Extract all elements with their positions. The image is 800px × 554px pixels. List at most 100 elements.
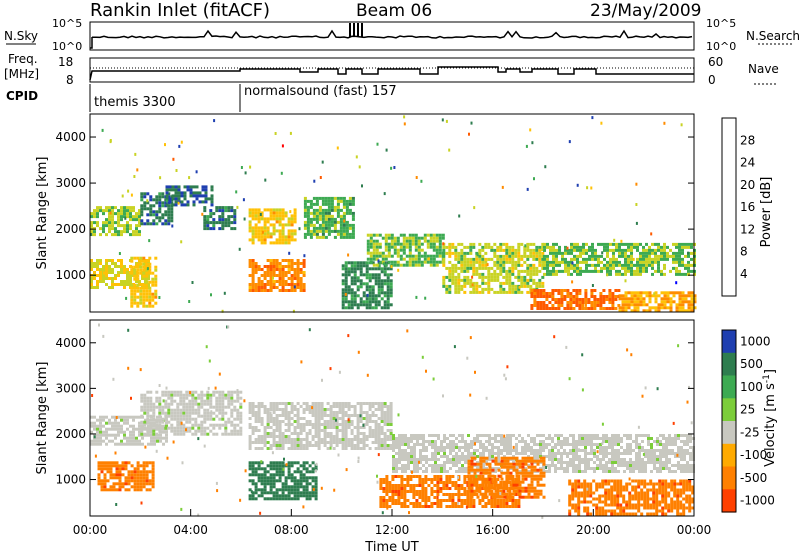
power-cell (269, 265, 273, 268)
power-cell (648, 297, 652, 301)
power-cell (499, 269, 503, 273)
velocity-cell (209, 429, 213, 433)
velocity-cell (380, 417, 384, 420)
power-cell (296, 271, 300, 274)
power-cell (99, 280, 102, 283)
power-cell (272, 217, 276, 221)
power-cell (557, 307, 561, 310)
velocity-cell (290, 485, 294, 489)
power-cell (152, 219, 156, 223)
velocity-cell (188, 405, 192, 409)
power-cell (448, 290, 452, 294)
power-cell (293, 232, 297, 236)
velocity-cell (419, 458, 422, 461)
power-cell (543, 248, 546, 252)
velocity-cell (362, 417, 366, 420)
power-cell (532, 272, 536, 276)
power-cell (374, 300, 378, 304)
velocity-cell (209, 423, 213, 427)
power-cell (126, 215, 129, 219)
power-cell (442, 254, 446, 258)
velocity-cell (136, 470, 140, 474)
velocity-cell (449, 449, 452, 452)
power-cell (93, 212, 96, 216)
velocity-cell (629, 449, 632, 452)
power-cell (538, 260, 542, 264)
velocity-cell (575, 452, 578, 455)
power-cell (209, 209, 213, 213)
velocity-cell (117, 421, 120, 425)
power-cell (591, 254, 594, 258)
power-cell (445, 275, 449, 279)
velocity-cell (629, 452, 632, 455)
velocity-cell (111, 439, 114, 443)
velocity-cell (269, 435, 273, 438)
velocity-cell (105, 433, 108, 437)
power-noise-point (441, 118, 444, 122)
power-cell (654, 309, 658, 313)
velocity-cell (326, 447, 330, 450)
velocity-cell (437, 467, 440, 470)
power-cell (517, 251, 521, 255)
power-cell (333, 223, 337, 227)
power-cell (469, 245, 473, 249)
power-cell (90, 227, 93, 231)
power-cell (142, 292, 146, 296)
velocity-cell (90, 430, 93, 434)
power-cell (529, 269, 533, 273)
power-cell (389, 267, 393, 271)
power-cell (570, 266, 573, 270)
power-cell (669, 248, 672, 252)
velocity-cell (200, 426, 204, 430)
velocity-cell (557, 467, 560, 470)
velocity-cell (614, 458, 617, 461)
velocity-cell (314, 494, 318, 498)
power-cell (333, 226, 337, 230)
velocity-cell (153, 439, 156, 443)
power-cell (606, 248, 609, 252)
power-cell (429, 233, 433, 237)
velocity-cell (320, 405, 324, 408)
velocity-cell (188, 417, 192, 421)
power-cell (114, 262, 117, 265)
velocity-cell (491, 437, 494, 440)
velocity-cell (105, 421, 108, 425)
velocity-cell (257, 494, 261, 498)
power-cell (336, 199, 340, 203)
velocity-cell (395, 446, 398, 449)
velocity-cell (473, 440, 476, 443)
velocity-cell (111, 424, 114, 428)
velocity-cell (611, 434, 614, 437)
power-cell (284, 259, 288, 262)
velocity-cell (251, 491, 255, 495)
velocity-cell (191, 417, 195, 421)
power-cell (657, 269, 660, 273)
power-cell (378, 260, 382, 264)
power-cell (158, 219, 162, 223)
power-cell (584, 295, 588, 298)
velocity-cell (332, 402, 336, 405)
power-cell (684, 245, 687, 249)
velocity-cell (254, 405, 258, 408)
power-cell (377, 267, 381, 271)
velocity-cell (287, 497, 291, 501)
power-cell (567, 266, 570, 270)
power-cell (648, 263, 651, 267)
velocity-cell (551, 452, 554, 455)
velocity-cell (179, 390, 183, 394)
power-cell (618, 269, 621, 273)
power-cell (296, 277, 300, 280)
power-cell (669, 297, 673, 301)
power-cell (484, 245, 488, 249)
velocity-cell (248, 417, 252, 420)
power-cell (269, 283, 273, 286)
power-cell (666, 254, 669, 258)
power-cell (306, 211, 310, 215)
velocity-cell (467, 452, 470, 455)
velocity-cell (629, 467, 632, 470)
power-cell (138, 233, 141, 237)
power-cell (321, 202, 325, 206)
power-cell (167, 219, 171, 223)
power-cell (390, 245, 394, 249)
velocity-cell (347, 408, 351, 411)
